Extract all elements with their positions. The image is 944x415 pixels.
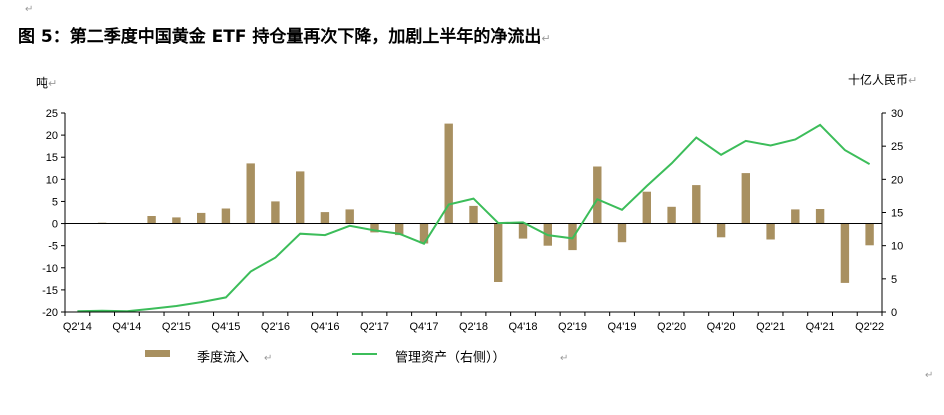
aum-line bbox=[77, 123, 871, 313]
legend-label-aum: 管理资产（右侧）） bbox=[395, 351, 506, 366]
x-tick-label: Q4'18 bbox=[509, 321, 538, 333]
left-tick-label: 10 bbox=[46, 174, 58, 186]
bar-Q1'21 bbox=[741, 173, 750, 224]
bar-Q1'20 bbox=[642, 191, 651, 224]
left-tick-label: -15 bbox=[42, 285, 58, 297]
bar-Q3'19 bbox=[593, 166, 602, 224]
x-tick-label: Q2'22 bbox=[855, 321, 884, 333]
paragraph-mark: ↵ bbox=[264, 353, 272, 364]
bar-Q2'20 bbox=[667, 206, 676, 224]
left-tick-label: 20 bbox=[46, 130, 58, 142]
paragraph-mark: ↵ bbox=[560, 353, 568, 364]
x-tick-label: Q4'21 bbox=[806, 321, 835, 333]
bar-Q4'18 bbox=[518, 223, 528, 239]
bar-Q2'15 bbox=[172, 217, 181, 224]
x-tick-label: Q2'16 bbox=[261, 321, 290, 333]
x-tick-label: Q4'17 bbox=[409, 321, 438, 333]
x-tick-label: Q2'19 bbox=[558, 321, 587, 333]
left-tick-label: -5 bbox=[48, 241, 58, 253]
paragraph-mark: ↵ bbox=[25, 4, 34, 15]
right-tick-label: 5 bbox=[891, 274, 897, 286]
left-axis: 25 20 15 10 5 0 -5 -10 -15 -20 bbox=[42, 108, 66, 319]
bar-Q2'22 bbox=[865, 223, 874, 246]
left-tick-label: 0 bbox=[52, 219, 58, 231]
bar-Q2'17 bbox=[370, 223, 379, 233]
x-tick-label: Q2'15 bbox=[162, 321, 191, 333]
left-tick-label: 25 bbox=[46, 108, 58, 120]
bar-Q1'18 bbox=[444, 123, 453, 224]
x-tick-label: Q2'20 bbox=[657, 321, 686, 333]
paragraph-mark: ↵ bbox=[541, 32, 551, 45]
x-tick-label: Q4'15 bbox=[211, 321, 240, 333]
right-tick-label: 25 bbox=[891, 141, 903, 153]
right-tick-label: 0 bbox=[891, 307, 897, 319]
right-tick-label: 20 bbox=[891, 174, 903, 186]
bar-Q4'15 bbox=[221, 208, 231, 224]
bar-Q2'18 bbox=[469, 205, 478, 224]
bar-Q3'16 bbox=[296, 171, 305, 224]
x-tick-label: Q2'21 bbox=[756, 321, 785, 333]
x-tick-label: Q2'18 bbox=[459, 321, 488, 333]
x-axis: Q2'14 Q4'14 Q2'15 Q4'15 Q2'16 Q4'16 Q2'17 Q4'17… bbox=[63, 311, 884, 333]
paragraph-mark: ↵ bbox=[48, 77, 58, 90]
left-tick-label: -10 bbox=[42, 263, 58, 275]
bar-Q4'19 bbox=[617, 223, 627, 243]
right-axis-unit: 十亿人民币↵ bbox=[848, 73, 918, 87]
paragraph-mark: ↵ bbox=[908, 74, 918, 87]
bar-Q2'16 bbox=[271, 201, 280, 224]
legend: 季度流入 ↵ 管理资产（右侧）） ↵ bbox=[145, 350, 568, 366]
chart-title: 图 5：第二季度中国黄金 ETF 持仓量再次下降，加剧上半年的净流出↵ bbox=[18, 27, 551, 47]
legend-swatch-inflow bbox=[145, 350, 170, 357]
bar-Q3'18 bbox=[494, 223, 503, 282]
x-tick-label: Q2'14 bbox=[63, 321, 92, 333]
bar-series bbox=[97, 123, 874, 283]
x-tick-label: Q4'20 bbox=[707, 321, 736, 333]
legend-label-inflow: 季度流入 bbox=[197, 350, 249, 366]
x-tick-label: Q4'14 bbox=[112, 321, 141, 333]
bar-Q1'17 bbox=[345, 209, 354, 224]
left-tick-label: 15 bbox=[46, 152, 58, 164]
bar-Q4'21 bbox=[815, 209, 825, 224]
bar-Q4'20 bbox=[716, 223, 726, 238]
bar-Q1'22 bbox=[840, 223, 850, 283]
bar-Q1'15 bbox=[147, 216, 156, 224]
x-tick-label: Q4'16 bbox=[310, 321, 339, 333]
bar-Q3'15 bbox=[197, 212, 206, 224]
bar-Q4'17 bbox=[419, 223, 429, 244]
bar-Q2'21 bbox=[766, 223, 775, 240]
bar-Q3'17 bbox=[395, 223, 404, 236]
right-tick-label: 30 bbox=[891, 108, 903, 120]
bar-Q4'16 bbox=[320, 212, 330, 224]
paragraph-mark: ↵ bbox=[925, 370, 933, 381]
right-axis: 30 25 20 15 10 5 0 bbox=[881, 108, 903, 319]
right-tick-label: 15 bbox=[891, 208, 903, 220]
x-tick-label: Q4'19 bbox=[608, 321, 637, 333]
right-tick-label: 10 bbox=[891, 241, 903, 253]
bar-Q1'16 bbox=[246, 163, 255, 224]
left-axis-unit: 吨↵ bbox=[36, 76, 58, 90]
x-tick-label: Q2'17 bbox=[360, 321, 389, 333]
bar-Q3'21 bbox=[791, 209, 800, 224]
left-tick-label: -20 bbox=[42, 307, 58, 319]
left-tick-label: 5 bbox=[52, 196, 58, 208]
bar-Q3'20 bbox=[692, 185, 701, 224]
